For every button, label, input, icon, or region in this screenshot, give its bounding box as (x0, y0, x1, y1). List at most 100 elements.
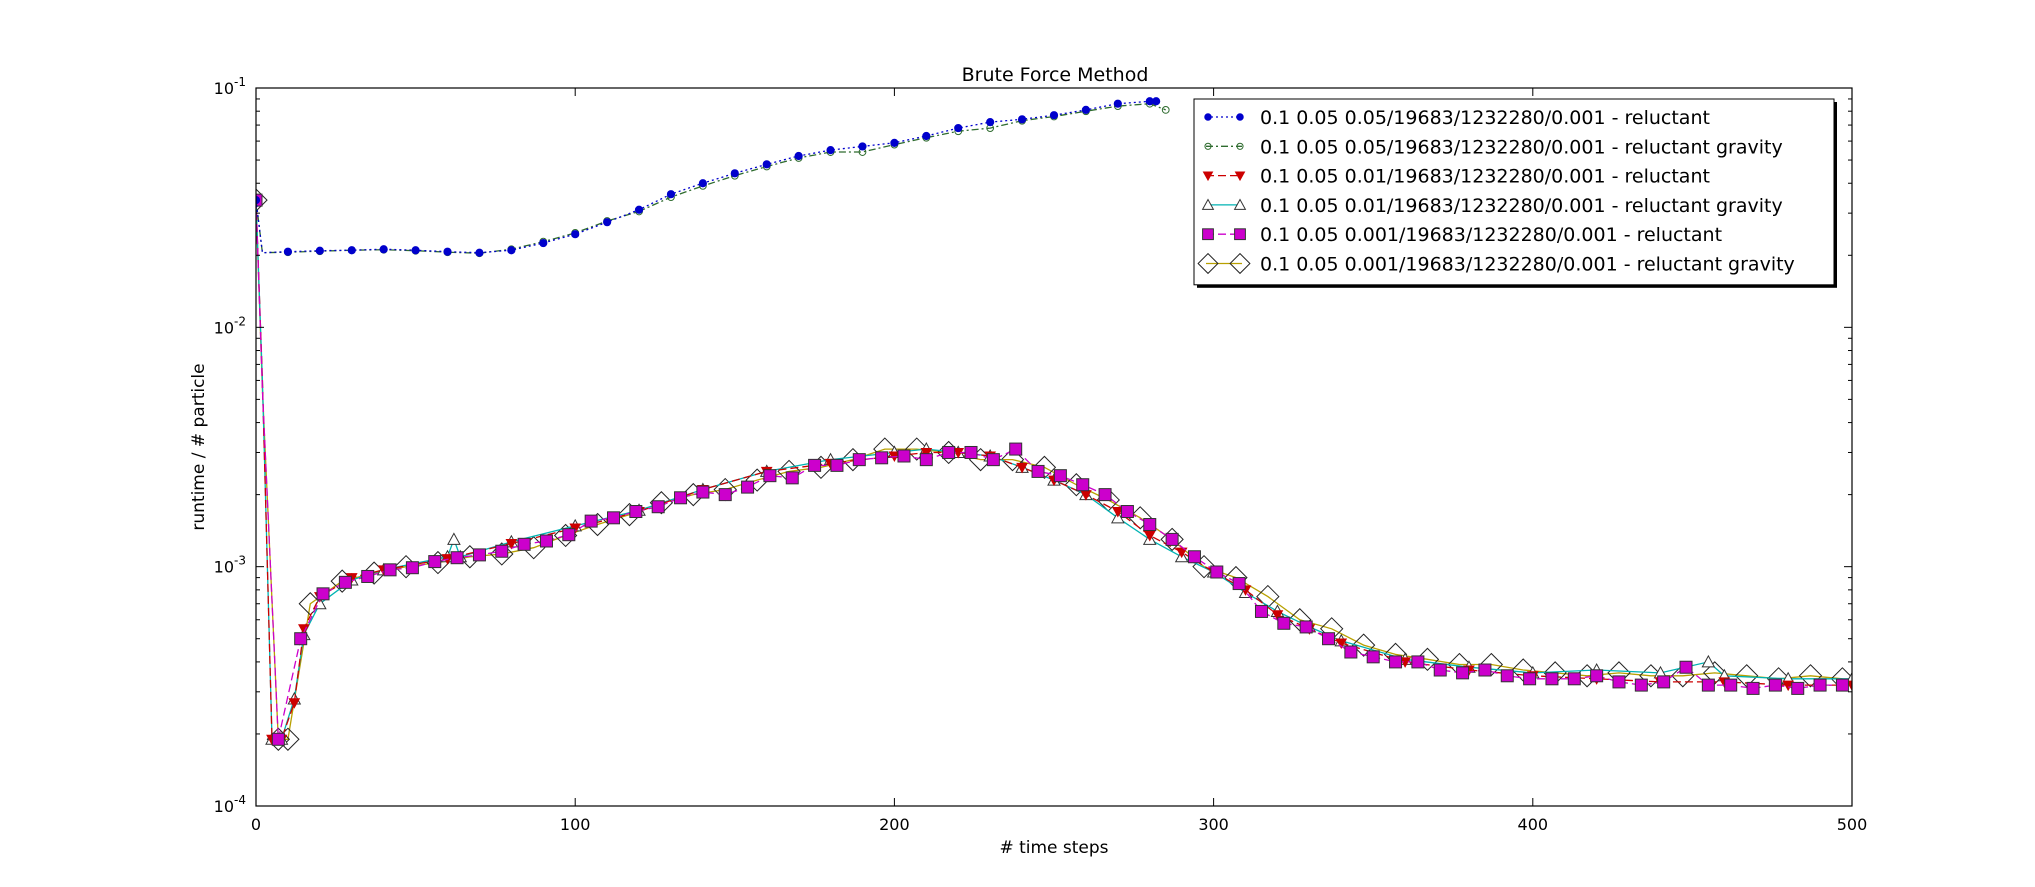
data-point (361, 569, 375, 583)
data-point (763, 469, 777, 483)
x-tick-label: 400 (1518, 815, 1549, 834)
x-tick-label: 500 (1837, 815, 1868, 834)
data-point (698, 179, 707, 188)
x-axis-label: # time steps (999, 838, 1108, 858)
data-point (875, 451, 889, 465)
chart-title: Brute Force Method (962, 64, 1149, 86)
data-point (1701, 654, 1716, 668)
data-point (920, 447, 933, 459)
data-point (1366, 650, 1380, 664)
data-point (1143, 530, 1156, 542)
data-point (762, 160, 771, 169)
y-tick-label: 10-1 (214, 75, 246, 98)
data-point (666, 190, 676, 199)
data-point (634, 205, 644, 214)
data-point (649, 491, 674, 515)
data-point (1351, 633, 1376, 657)
data-point (450, 551, 464, 565)
data-point (826, 146, 835, 155)
data-point (1545, 672, 1559, 686)
data-point (1076, 478, 1090, 492)
legend-entry: 0.1 0.05 0.05/19683/1232280/0.001 - relu… (1204, 136, 1783, 158)
data-point (1160, 527, 1184, 552)
legend-label: 0.1 0.05 0.001/19683/1232280/0.001 - rel… (1260, 254, 1795, 276)
data-point (1234, 228, 1246, 241)
data-point (629, 505, 643, 519)
data-point (1232, 577, 1246, 591)
data-point (283, 247, 293, 256)
data-point (1165, 532, 1179, 546)
data-point (1335, 638, 1348, 649)
data-point (1201, 198, 1215, 210)
legend-entry: 0.1 0.05 0.01/19683/1232280/0.001 - relu… (1202, 166, 1710, 188)
data-point (1053, 469, 1067, 483)
x-tick-label: 300 (1198, 815, 1229, 834)
data-point (942, 445, 956, 459)
data-point (517, 537, 531, 551)
data-point (383, 563, 397, 577)
data-point (472, 548, 486, 562)
data-point (379, 245, 388, 254)
y-tick-label: 10-4 (214, 793, 246, 816)
data-point (905, 437, 929, 461)
data-point (405, 561, 419, 575)
data-point (1411, 655, 1425, 669)
data-point (584, 514, 598, 528)
data-point (347, 246, 356, 255)
data-point (852, 453, 866, 467)
ticks-layer: 0 100 200 300 400 500 10-4 10-3 10-2 10-1 (214, 75, 1868, 834)
data-point (1143, 518, 1157, 532)
data-point (1634, 678, 1648, 692)
data-point (603, 218, 612, 227)
data-point (1456, 666, 1470, 680)
data-point (1017, 115, 1027, 124)
data-point (1791, 681, 1805, 695)
data-point (316, 587, 330, 601)
data-point (1782, 680, 1795, 692)
data-point (718, 488, 732, 502)
data-point (315, 246, 324, 255)
data-point (1271, 610, 1284, 621)
data-point (1204, 113, 1212, 121)
data-point (1233, 198, 1247, 210)
data-point (505, 538, 518, 550)
series-layer (256, 97, 1852, 751)
data-point (651, 500, 665, 514)
data-point (507, 246, 516, 255)
data-point (1523, 672, 1537, 686)
data-point (475, 248, 484, 257)
data-point (1111, 507, 1124, 518)
legend: 0.1 0.05 0.05/19683/1232280/0.001 - relu… (1193, 98, 1837, 288)
data-point (288, 698, 301, 709)
data-point (897, 449, 911, 463)
data-point (490, 542, 514, 566)
data-point (294, 632, 308, 646)
data-point (1768, 678, 1782, 692)
data-point (1724, 678, 1738, 692)
data-point (1835, 678, 1849, 692)
data-point (858, 142, 867, 151)
data-point (794, 151, 803, 161)
data-point (1000, 447, 1025, 472)
data-point (1500, 669, 1514, 683)
legend-entry: 0.1 0.05 0.001/19683/1232280/0.001 - rel… (1197, 252, 1795, 276)
data-point (808, 458, 822, 472)
legend-label: 0.1 0.05 0.01/19683/1232280/0.001 - relu… (1260, 195, 1783, 217)
data-point (495, 544, 509, 558)
legend-box (1193, 98, 1835, 286)
plot-frame (255, 87, 1853, 807)
data-point (539, 238, 548, 248)
y-axis-label: runtime / # particle (189, 363, 209, 530)
data-point (1031, 464, 1045, 478)
data-point (1009, 442, 1023, 456)
data-point (256, 188, 268, 212)
data-point (1081, 105, 1091, 115)
y-tick-label: 10-3 (214, 554, 246, 577)
data-point (986, 453, 1000, 467)
legend-label: 0.1 0.05 0.001/19683/1232280/0.001 - rel… (1260, 224, 1722, 246)
data-point (1657, 675, 1671, 689)
data-point (1236, 142, 1244, 150)
data-point (1234, 171, 1246, 182)
data-point (830, 458, 844, 472)
